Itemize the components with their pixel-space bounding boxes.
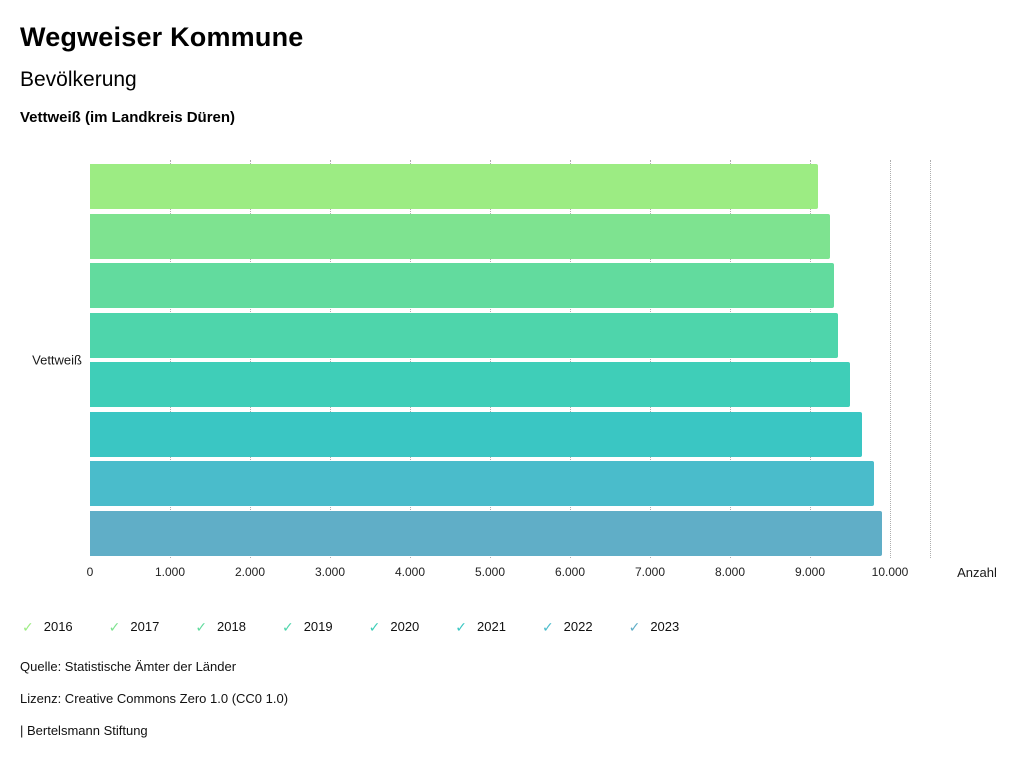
bar-2016[interactable] xyxy=(90,164,818,209)
legend-item-2019[interactable]: ✓ 2019 xyxy=(282,619,333,634)
x-tick-10.000: 10.000 xyxy=(871,565,909,579)
legend: ✓ 2016 ✓ 2017 ✓ 2018 ✓ 2019 ✓ 2020 ✓ 2021 ✓ 2022 ✓ 2023 xyxy=(22,619,1004,634)
legend-item-2022[interactable]: ✓ 2022 xyxy=(542,619,593,634)
y-axis-category-label: Vettweiß xyxy=(32,352,82,368)
x-tick-7.000: 7.000 xyxy=(634,565,665,579)
gridline-6000 xyxy=(570,160,571,558)
bar-2018[interactable] xyxy=(90,263,834,309)
app-title: Wegweiser Kommune xyxy=(20,22,304,52)
legend-item-2018[interactable]: ✓ 2018 xyxy=(195,619,246,634)
legend-check-icon: ✓ xyxy=(628,618,641,635)
license-text: Lizenz: Creative Commons Zero 1.0 (CC0 1… xyxy=(20,691,289,706)
footer: Quelle: Statistische Ämter der Länder Li… xyxy=(20,660,1004,738)
page: Wegweiser Kommune Bevölkerung Vettweiß (… xyxy=(20,22,1004,738)
legend-item-2023[interactable]: ✓ 2023 xyxy=(629,619,680,634)
x-tick-5.000: 5.000 xyxy=(474,565,506,579)
legend-check-icon: ✓ xyxy=(541,618,554,635)
x-tick-6.000: 6.000 xyxy=(554,565,586,579)
bar-2023[interactable] xyxy=(90,510,882,556)
gridline-2000 xyxy=(250,160,251,558)
legend-check-icon: ✓ xyxy=(281,618,294,635)
legend-check-icon: ✓ xyxy=(368,618,381,635)
x-tick-3.000: 3.000 xyxy=(314,565,346,579)
source-text: Quelle: Statistische Ämter der Länder xyxy=(20,659,237,674)
legend-label: 2023 xyxy=(650,619,680,634)
bars-container xyxy=(90,164,930,556)
gridline-7000 xyxy=(649,160,651,558)
gridline-5000 xyxy=(490,160,491,558)
bar-2021[interactable] xyxy=(90,411,862,457)
x-tick-8.000: 8.000 xyxy=(714,565,746,579)
legend-check-icon: ✓ xyxy=(195,618,208,635)
attribution-text: | Bertelsmann Stiftung xyxy=(20,723,148,738)
region-title: Vettweiß (im Landkreis Düren) xyxy=(20,109,236,126)
gridline-4000 xyxy=(410,160,411,558)
x-axis: Anzahl 0 1.000 2.000 3.000 4.000 5.000 6.000 7.… xyxy=(86,565,997,583)
x-axis-title: Anzahl xyxy=(957,565,997,580)
gridline-10500 xyxy=(930,160,931,558)
bar-2022[interactable] xyxy=(90,461,874,507)
legend-label: 2021 xyxy=(477,619,506,634)
legend-item-2016[interactable]: ✓ 2016 xyxy=(22,619,73,634)
legend-label: 2016 xyxy=(43,619,73,634)
legend-check-icon: ✓ xyxy=(455,618,468,635)
gridline-1000 xyxy=(170,160,171,558)
legend-label: 2020 xyxy=(390,619,420,634)
gridline-9000 xyxy=(810,160,811,558)
chart-topic-title: Bevölkerung xyxy=(20,68,137,91)
legend-item-2021[interactable]: ✓ 2021 xyxy=(455,619,506,634)
gridlines xyxy=(90,160,931,558)
legend-label: 2019 xyxy=(303,619,333,634)
legend-label: 2022 xyxy=(563,619,593,634)
gridline-8000 xyxy=(730,160,731,558)
x-tick-1.000: 1.000 xyxy=(154,565,186,579)
legend-check-icon: ✓ xyxy=(108,618,121,635)
legend-check-icon: ✓ xyxy=(22,618,34,635)
legend-label: 2017 xyxy=(130,619,160,634)
bar-chart: Vettweiß xyxy=(32,160,931,558)
x-tick-2.000: 2.000 xyxy=(234,565,266,579)
x-tick-9.000: 9.000 xyxy=(794,565,826,579)
legend-item-2017[interactable]: ✓ 2017 xyxy=(109,619,160,634)
bar-2019[interactable] xyxy=(90,312,838,358)
gridline-3000 xyxy=(330,160,331,558)
bar-2020[interactable] xyxy=(90,362,850,408)
bar-2017[interactable] xyxy=(90,213,830,259)
x-tick-0: 0 xyxy=(86,565,94,579)
gridline-10000 xyxy=(890,160,891,558)
legend-label: 2018 xyxy=(217,619,246,634)
legend-item-2020[interactable]: ✓ 2020 xyxy=(369,619,420,634)
x-tick-4.000: 4.000 xyxy=(394,565,426,579)
